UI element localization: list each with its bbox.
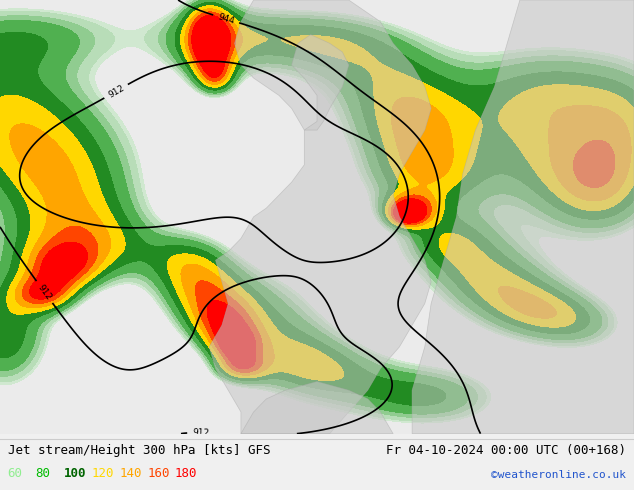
Text: 912: 912 xyxy=(192,428,209,438)
Text: 80: 80 xyxy=(36,467,51,480)
Text: 60: 60 xyxy=(8,467,23,480)
Text: 140: 140 xyxy=(119,467,141,480)
Text: Jet stream/Height 300 hPa [kts] GFS: Jet stream/Height 300 hPa [kts] GFS xyxy=(8,444,270,457)
Text: 912: 912 xyxy=(36,282,53,302)
Text: 912: 912 xyxy=(107,83,126,99)
Text: 160: 160 xyxy=(147,467,169,480)
Text: 180: 180 xyxy=(175,467,197,480)
Text: Fr 04-10-2024 00:00 UTC (00+168): Fr 04-10-2024 00:00 UTC (00+168) xyxy=(386,444,626,457)
Text: 944: 944 xyxy=(217,12,236,25)
Text: 100: 100 xyxy=(63,467,86,480)
Text: 120: 120 xyxy=(91,467,113,480)
Text: ©weatheronline.co.uk: ©weatheronline.co.uk xyxy=(491,470,626,480)
